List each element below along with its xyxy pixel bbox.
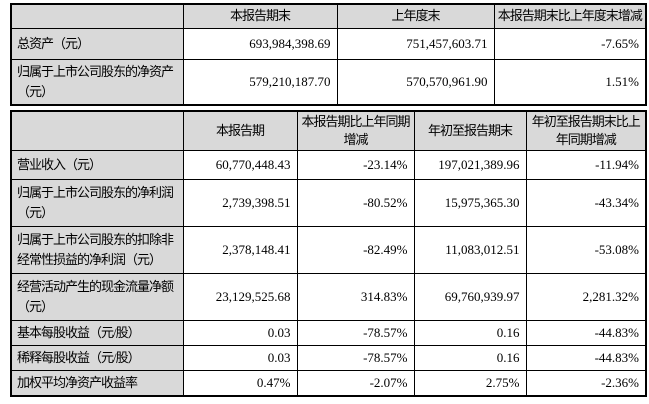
value-cell: -44.83% xyxy=(525,320,647,346)
value-cell: 0.16 xyxy=(413,320,527,346)
value-cell: 69,760,939.97 xyxy=(413,273,527,321)
value-cell: 2,378,148.41 xyxy=(182,226,298,274)
value-cell: 197,021,389.96 xyxy=(413,150,527,180)
row-label: 稀释每股收益（元/股） xyxy=(10,345,184,371)
table-row-operating-cash-flow: 经营活动产生的现金流量净额（元） 23,129,525.68 314.83% 6… xyxy=(10,273,647,321)
column-header-change-vs-prior-year-end: 本报告期末比上年度末增减 xyxy=(493,3,647,29)
financial-report-tables: 本报告期末 上年度末 本报告期末比上年度末增减 总资产（元） 693,984,3… xyxy=(10,3,647,397)
row-label: 加权平均净资产收益率 xyxy=(10,370,184,397)
table-row-net-profit: 归属于上市公司股东的净利润（元） 2,739,398.51 -80.52% 15… xyxy=(10,179,647,227)
row-label: 总资产（元） xyxy=(10,27,184,60)
value-cell: -82.49% xyxy=(296,226,415,274)
table-row-net-profit-excl-nonrecurring: 归属于上市公司股东的扣除非经常性损益的净利润（元） 2,378,148.41 -… xyxy=(10,226,647,274)
value-cell: 60,770,448.43 xyxy=(182,150,298,180)
row-label: 归属于上市公司股东的扣除非经常性损益的净利润（元） xyxy=(10,226,184,274)
value-cell: 23,129,525.68 xyxy=(182,273,298,321)
row-label: 营业收入（元） xyxy=(10,150,184,180)
column-header-current-period-end: 本报告期末 xyxy=(182,3,338,29)
row-label: 归属于上市公司股东的净资产（元） xyxy=(10,58,184,105)
value-cell: -44.83% xyxy=(525,345,647,371)
value-cell: 11,083,012.51 xyxy=(413,226,527,274)
table-row-basic-eps: 基本每股收益（元/股） 0.03 -78.57% 0.16 -44.83% xyxy=(10,320,647,346)
value-cell: 0.03 xyxy=(182,320,298,346)
value-cell: 314.83% xyxy=(296,273,415,321)
value-cell: 2,281.32% xyxy=(525,273,647,321)
column-header-current-period: 本报告期 xyxy=(182,110,298,151)
reporting-period-table: 本报告期 本报告期比上年同期增减 年初至报告期末 年初至报告期末比上年同期增减 … xyxy=(10,109,647,397)
header-row: 本报告期 本报告期比上年同期增减 年初至报告期末 年初至报告期末比上年同期增减 xyxy=(10,110,647,151)
period-end-table: 本报告期末 上年度末 本报告期末比上年度末增减 总资产（元） 693,984,3… xyxy=(10,3,647,106)
value-cell: 751,457,603.71 xyxy=(336,27,495,60)
value-cell: 570,570,961.90 xyxy=(336,58,495,105)
value-cell: -53.08% xyxy=(525,226,647,274)
table-row-weighted-avg-roe: 加权平均净资产收益率 0.47% -2.07% 2.75% -2.36% xyxy=(10,370,647,397)
value-cell: -2.07% xyxy=(296,370,415,397)
value-cell: 0.16 xyxy=(413,345,527,371)
column-header-ytd-change-vs-same-period: 年初至报告期末比上年同期增减 xyxy=(525,110,647,151)
header-row: 本报告期末 上年度末 本报告期末比上年度末增减 xyxy=(10,3,647,29)
value-cell: 15,975,365.30 xyxy=(413,179,527,227)
table-row-total-assets: 总资产（元） 693,984,398.69 751,457,603.71 -7.… xyxy=(10,27,647,60)
value-cell: 0.47% xyxy=(182,370,298,397)
value-cell: 693,984,398.69 xyxy=(182,27,338,60)
value-cell: -78.57% xyxy=(296,320,415,346)
column-header-year-to-date: 年初至报告期末 xyxy=(413,110,527,151)
value-cell: 2.75% xyxy=(413,370,527,397)
column-header-change-vs-same-period: 本报告期比上年同期增减 xyxy=(296,110,415,151)
value-cell: -2.36% xyxy=(525,370,647,397)
row-label: 归属于上市公司股东的净利润（元） xyxy=(10,179,184,227)
value-cell: -80.52% xyxy=(296,179,415,227)
column-header-prior-year-end: 上年度末 xyxy=(336,3,495,29)
value-cell: 0.03 xyxy=(182,345,298,371)
value-cell: -43.34% xyxy=(525,179,647,227)
row-label: 基本每股收益（元/股） xyxy=(10,320,184,346)
table-row-net-assets: 归属于上市公司股东的净资产（元） 579,210,187.70 570,570,… xyxy=(10,58,647,105)
column-header-blank xyxy=(10,3,184,29)
row-label: 经营活动产生的现金流量净额（元） xyxy=(10,273,184,321)
value-cell: -11.94% xyxy=(525,150,647,180)
value-cell: 1.51% xyxy=(493,58,647,105)
value-cell: -7.65% xyxy=(493,27,647,60)
value-cell: 2,739,398.51 xyxy=(182,179,298,227)
table-row-diluted-eps: 稀释每股收益（元/股） 0.03 -78.57% 0.16 -44.83% xyxy=(10,345,647,371)
value-cell: -23.14% xyxy=(296,150,415,180)
value-cell: 579,210,187.70 xyxy=(182,58,338,105)
column-header-blank xyxy=(10,110,184,151)
table-row-operating-revenue: 营业收入（元） 60,770,448.43 -23.14% 197,021,38… xyxy=(10,150,647,180)
value-cell: -78.57% xyxy=(296,345,415,371)
